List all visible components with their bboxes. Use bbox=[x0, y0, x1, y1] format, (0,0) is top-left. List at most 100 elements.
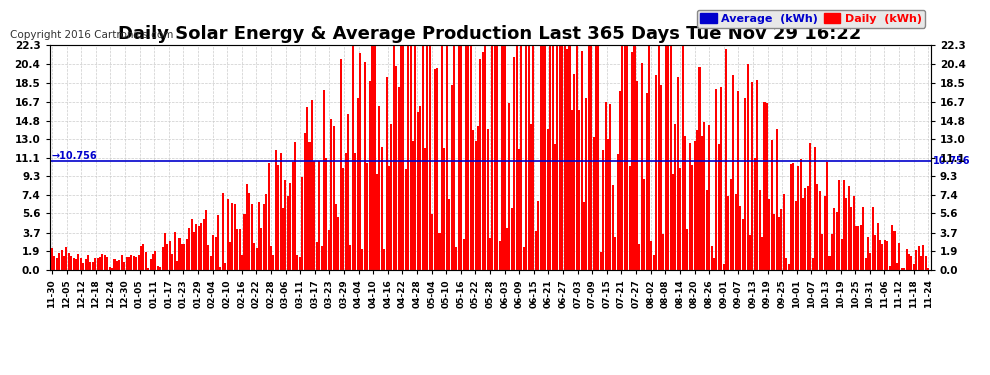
Bar bbox=[889, 266, 891, 270]
Bar bbox=[148, 268, 149, 270]
Bar bbox=[655, 75, 657, 270]
Bar bbox=[872, 207, 874, 270]
Bar bbox=[893, 231, 896, 270]
Bar bbox=[393, 45, 395, 270]
Bar bbox=[227, 198, 229, 270]
Bar bbox=[566, 50, 568, 270]
Bar bbox=[354, 153, 356, 270]
Bar bbox=[164, 233, 166, 270]
Bar bbox=[857, 226, 859, 270]
Bar bbox=[460, 45, 462, 270]
Bar bbox=[395, 66, 397, 270]
Bar bbox=[686, 229, 688, 270]
Bar bbox=[542, 45, 545, 270]
Bar bbox=[703, 122, 705, 270]
Bar bbox=[366, 163, 368, 270]
Bar bbox=[684, 135, 686, 270]
Bar bbox=[874, 235, 876, 270]
Bar bbox=[884, 240, 886, 270]
Bar bbox=[63, 256, 65, 270]
Bar bbox=[740, 206, 742, 270]
Bar bbox=[462, 239, 464, 270]
Bar bbox=[491, 45, 493, 270]
Bar bbox=[149, 259, 151, 270]
Bar bbox=[345, 153, 346, 270]
Bar bbox=[455, 248, 457, 270]
Bar bbox=[691, 165, 693, 270]
Bar bbox=[457, 45, 459, 270]
Bar bbox=[906, 249, 908, 270]
Bar bbox=[713, 258, 715, 270]
Bar bbox=[128, 257, 130, 270]
Bar bbox=[304, 133, 306, 270]
Bar bbox=[576, 45, 578, 270]
Bar bbox=[82, 263, 84, 270]
Bar bbox=[660, 86, 662, 270]
Bar bbox=[911, 256, 913, 270]
Bar bbox=[282, 208, 284, 270]
Bar bbox=[277, 165, 279, 270]
Bar bbox=[176, 261, 178, 270]
Bar bbox=[284, 180, 286, 270]
Bar bbox=[405, 169, 407, 270]
Bar bbox=[316, 242, 318, 270]
Bar bbox=[723, 264, 725, 270]
Bar bbox=[805, 188, 807, 270]
Bar bbox=[506, 228, 508, 270]
Bar bbox=[674, 124, 676, 270]
Bar bbox=[385, 77, 387, 270]
Bar bbox=[768, 199, 770, 270]
Bar bbox=[364, 62, 366, 270]
Bar bbox=[432, 214, 434, 270]
Bar bbox=[479, 59, 481, 270]
Bar bbox=[75, 259, 77, 270]
Bar bbox=[824, 196, 826, 270]
Bar bbox=[842, 180, 844, 270]
Bar bbox=[800, 159, 802, 270]
Bar bbox=[802, 198, 804, 270]
Bar bbox=[841, 239, 842, 270]
Bar bbox=[260, 228, 262, 270]
Bar bbox=[578, 110, 580, 270]
Bar bbox=[744, 98, 746, 270]
Bar bbox=[701, 136, 703, 270]
Bar bbox=[220, 267, 222, 270]
Bar bbox=[436, 68, 439, 270]
Bar bbox=[706, 190, 708, 270]
Text: →10.756: →10.756 bbox=[51, 152, 98, 162]
Bar bbox=[862, 207, 864, 270]
Bar bbox=[133, 256, 135, 270]
Bar bbox=[795, 201, 797, 270]
Bar bbox=[533, 45, 535, 270]
Bar bbox=[309, 142, 311, 270]
Bar bbox=[161, 247, 163, 270]
Bar bbox=[535, 231, 537, 270]
Bar bbox=[450, 85, 452, 270]
Bar bbox=[152, 254, 154, 270]
Bar bbox=[829, 256, 831, 270]
Bar bbox=[551, 45, 553, 270]
Bar bbox=[294, 142, 296, 270]
Bar bbox=[318, 161, 320, 270]
Bar bbox=[400, 45, 402, 270]
Bar bbox=[773, 214, 775, 270]
Bar bbox=[556, 45, 558, 270]
Bar bbox=[429, 45, 431, 270]
Bar bbox=[631, 53, 634, 270]
Bar bbox=[415, 45, 417, 270]
Bar bbox=[452, 45, 455, 270]
Bar bbox=[766, 103, 768, 270]
Bar bbox=[554, 144, 556, 270]
Bar bbox=[215, 237, 217, 270]
Bar bbox=[145, 252, 147, 270]
Bar bbox=[770, 140, 773, 270]
Bar bbox=[867, 237, 869, 270]
Bar bbox=[279, 153, 281, 270]
Bar bbox=[338, 217, 340, 270]
Bar bbox=[467, 45, 469, 270]
Bar bbox=[402, 45, 404, 270]
Bar bbox=[749, 236, 751, 270]
Bar bbox=[711, 246, 713, 270]
Bar bbox=[412, 141, 414, 270]
Bar bbox=[328, 230, 330, 270]
